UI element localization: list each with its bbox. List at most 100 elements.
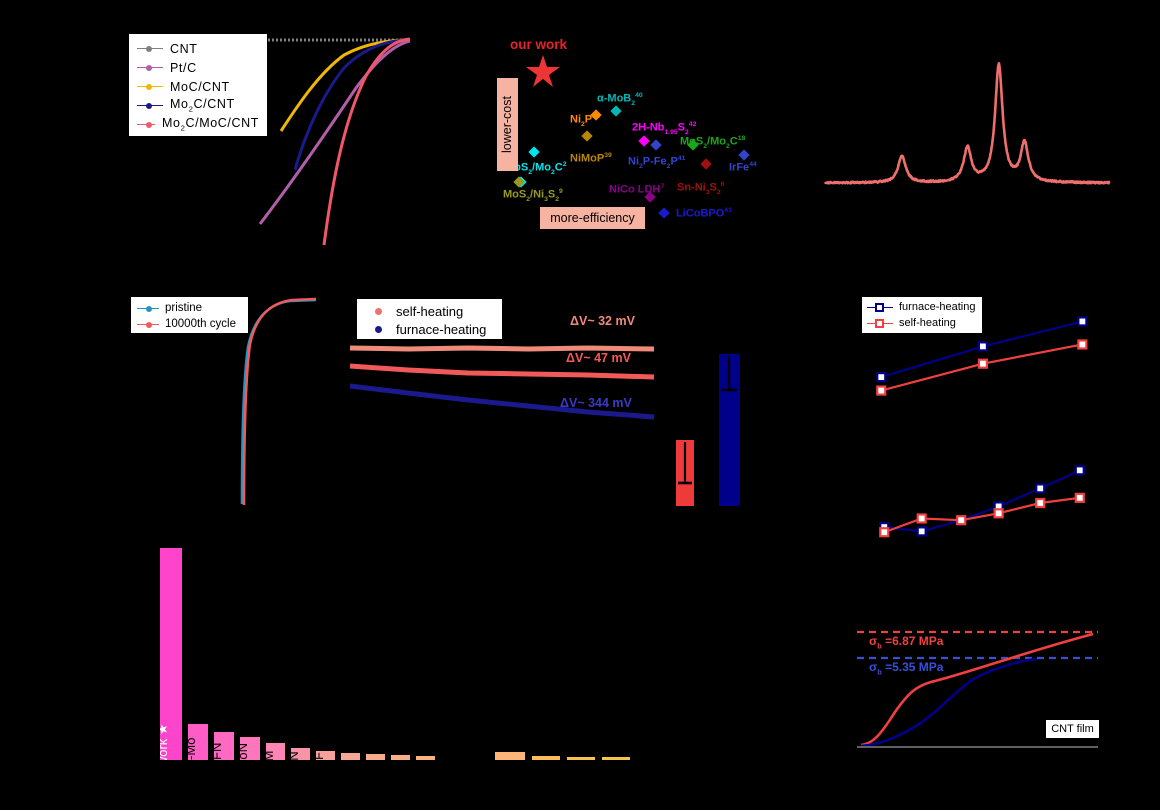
bar-literature-4: M xyxy=(266,743,285,760)
legend-item-furnace-heating: furnace-heating xyxy=(867,299,977,315)
delta-v-annotation-1: ΔV~ 32 mV xyxy=(570,314,635,328)
panel-a-legend: CNT Pt/C MoC/CNT Mo2C/CNT Mo2C/MoC/CNT xyxy=(128,33,268,137)
legend-label: Mo2C/MoC/CNT xyxy=(162,116,259,133)
scatter-label-NiMoP: NiMoP39 xyxy=(570,152,612,165)
legend-item-pristine: pristine xyxy=(137,300,242,316)
tag-lower-cost-text: lower-cost xyxy=(497,78,518,171)
panel-stress-strain: σb =6.87 MPa σb =5.35 MPa CNT film xyxy=(855,614,1105,754)
bar-label: NFN xyxy=(214,743,224,760)
line-self-heating xyxy=(884,498,1080,532)
bar-literature-13 xyxy=(567,757,595,760)
bar-pair xyxy=(668,334,748,506)
legend-dot-marker xyxy=(146,46,152,52)
scatter-label-MoS2/Ni3S2: MoS2/Ni3S29 xyxy=(503,188,563,203)
legend-line-swatch xyxy=(137,105,163,106)
legend-line-swatch xyxy=(137,48,163,49)
tag-more-efficiency: more-efficiency xyxy=(540,207,645,229)
bar-literature-10 xyxy=(416,756,435,760)
legend-dot-marker xyxy=(146,306,152,312)
scatter-label-Ni2P-Fe2P: Ni2P-Fe2P41 xyxy=(628,155,685,170)
legend-item-moc-cnt: MoC/CNT xyxy=(137,77,259,96)
line-chart-lower xyxy=(866,448,1098,558)
marker-furnace-heating xyxy=(1078,317,1086,325)
legend-dot-marker xyxy=(146,122,152,128)
bar-label: 1T-Mo xyxy=(188,738,198,760)
legend-item-pt-c: Pt/C xyxy=(137,58,259,77)
legend-line-swatch xyxy=(867,307,893,308)
marker-self-heating xyxy=(1036,499,1044,507)
panel-polarization-curves: CNT Pt/C MoC/CNT Mo2C/CNT Mo2C/MoC/CNT xyxy=(128,12,418,262)
scatter-label-2H-Nb1.95S2: 2H-Nb1.95S242 xyxy=(632,121,696,136)
legend-dot-marker xyxy=(146,103,152,109)
panel-performance-comparison: our work MoS2/Mo2C2MoS2/Ni3S29Ni2P12NiMo… xyxy=(480,30,790,245)
stress-annotation-1: σb =6.87 MPa xyxy=(869,634,943,650)
scatter-label-alpha-MoB2: α-MoB240 xyxy=(597,92,643,107)
marker-self-heating xyxy=(1076,494,1084,502)
legend-dot-marker xyxy=(146,65,152,71)
legend-line-swatch xyxy=(137,124,155,125)
bar-label: N xyxy=(291,751,301,760)
legend-label: furnace-heating xyxy=(396,322,486,337)
legend-square-marker xyxy=(875,319,884,328)
bar-literature-11 xyxy=(495,752,525,760)
trace-self-heating-upper xyxy=(350,348,654,349)
legend-label: self-heating xyxy=(899,317,956,329)
legend-line-swatch xyxy=(867,323,893,324)
marker-self-heating xyxy=(995,509,1003,517)
legend-item-cnt: CNT xyxy=(137,39,259,58)
panel-cycling-stability: pristine 10000th cycle xyxy=(130,292,320,507)
panel-e-legend: self-heating furnace-heating xyxy=(356,298,503,340)
marker-self-heating xyxy=(918,514,926,522)
curve-ptc xyxy=(260,41,410,224)
scatter-label-MoS2/Mo2C-18: MoS2/Mo2C18 xyxy=(680,135,745,150)
legend-item-mo2c-moc-cnt: Mo2C/MoC/CNT xyxy=(137,115,259,134)
cnt-film-text: CNT film xyxy=(1046,720,1099,738)
legend-label: Mo2C/CNT xyxy=(170,97,235,114)
delta-v-annotation-3: ΔV~ 344 mV xyxy=(560,396,632,410)
panel-xrd-spectrum xyxy=(825,55,1110,205)
bar-label: CoN xyxy=(240,743,250,760)
legend-label: pristine xyxy=(165,302,202,314)
panel-overpotential-bars xyxy=(668,334,748,506)
legend-line-swatch xyxy=(137,308,159,309)
bar-literature-6: F xyxy=(316,751,335,760)
legend-label: MoC/CNT xyxy=(170,80,230,94)
legend-item-self-heating: self-heating xyxy=(365,302,494,320)
delta-v-annotation-2: ΔV~ 47 mV xyxy=(566,351,631,365)
marker-furnace-heating xyxy=(877,373,885,381)
xrd-trace xyxy=(825,55,1110,205)
marker-furnace-heating xyxy=(1076,466,1084,474)
legend-item-10000th-cycle: 10000th cycle xyxy=(137,316,242,332)
legend-dot-marker xyxy=(375,326,382,333)
curve-moc-cnt xyxy=(281,40,410,131)
curve-10000th-cycle xyxy=(244,299,316,505)
scatter-label-NiCo-LDH: NiCo LDH7 xyxy=(609,183,664,196)
curve-mo2c-moc-cnt xyxy=(324,39,410,245)
bar-label: our work ★ xyxy=(160,723,171,760)
marker-furnace-heating xyxy=(918,527,926,535)
legend-line-swatch xyxy=(137,324,159,325)
legend-item-self-heating: self-heating xyxy=(867,315,977,331)
legend-dot-marker xyxy=(146,322,152,328)
bar-literature-7 xyxy=(341,753,360,760)
bar-literature-12 xyxy=(532,756,560,760)
panel-d-legend: pristine 10000th cycle xyxy=(130,296,249,334)
panel-condition-lower xyxy=(866,448,1098,558)
legend-dot-marker xyxy=(146,84,152,90)
legend-line-swatch xyxy=(137,67,163,68)
legend-dot-marker xyxy=(375,308,382,315)
bar-our-work: our work ★ xyxy=(160,548,182,760)
panel-chronopotentiometry: self-heating furnace-heating ΔV~ 32 mV ΔV~… xyxy=(348,298,663,423)
cnt-film-label: CNT film xyxy=(1045,719,1100,739)
marker-self-heating xyxy=(880,528,888,536)
bar-literature-14 xyxy=(602,757,630,760)
scatter-label-Sn-Ni3S2: Sn-Ni3S26 xyxy=(677,181,724,196)
bar-label: F xyxy=(316,752,326,760)
bar-literature-5: N xyxy=(291,748,310,760)
panel-literature-bars: our work ★ 1T-Mo NFN CoN M N F xyxy=(160,548,630,764)
scatter-label-IrFe: IrFe44 xyxy=(729,161,757,174)
legend-label: Pt/C xyxy=(170,61,197,75)
legend-label: CNT xyxy=(170,42,198,56)
bar-literature-3: CoN xyxy=(240,737,260,760)
legend-line-swatch xyxy=(137,86,163,87)
